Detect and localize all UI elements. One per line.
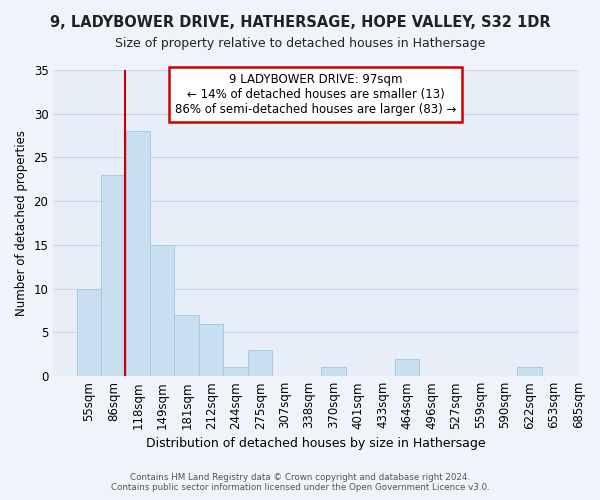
Bar — [248, 350, 272, 376]
Bar — [517, 368, 542, 376]
Bar — [150, 245, 175, 376]
Text: 9 LADYBOWER DRIVE: 97sqm
← 14% of detached houses are smaller (13)
86% of semi-d: 9 LADYBOWER DRIVE: 97sqm ← 14% of detach… — [175, 73, 457, 116]
Y-axis label: Number of detached properties: Number of detached properties — [15, 130, 28, 316]
Bar — [223, 368, 248, 376]
Bar — [125, 131, 150, 376]
Bar — [175, 315, 199, 376]
X-axis label: Distribution of detached houses by size in Hathersage: Distribution of detached houses by size … — [146, 437, 486, 450]
Bar — [322, 368, 346, 376]
Text: Size of property relative to detached houses in Hathersage: Size of property relative to detached ho… — [115, 38, 485, 51]
Bar — [77, 288, 101, 376]
Text: Contains HM Land Registry data © Crown copyright and database right 2024.
Contai: Contains HM Land Registry data © Crown c… — [110, 473, 490, 492]
Text: 9, LADYBOWER DRIVE, HATHERSAGE, HOPE VALLEY, S32 1DR: 9, LADYBOWER DRIVE, HATHERSAGE, HOPE VAL… — [50, 15, 550, 30]
Bar — [199, 324, 223, 376]
Bar — [395, 358, 419, 376]
Bar — [101, 175, 125, 376]
